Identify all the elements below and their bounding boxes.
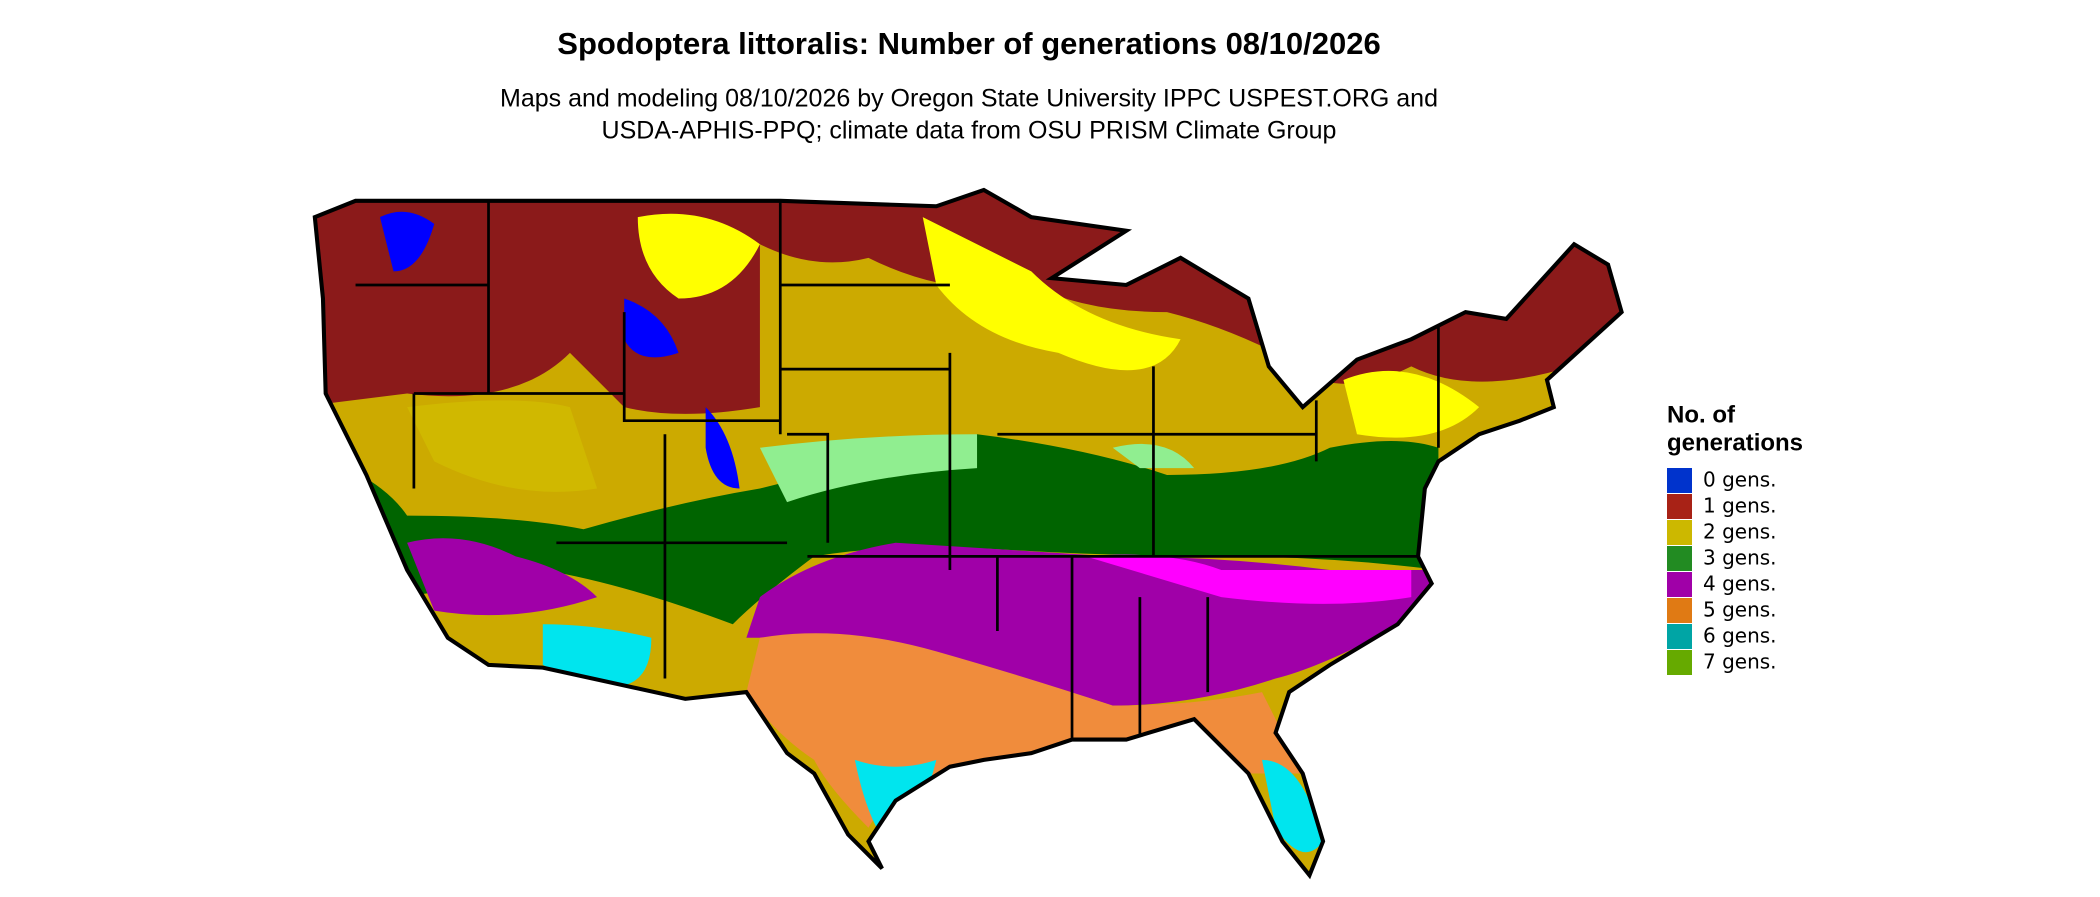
legend-label: 3 gens. <box>1703 546 1777 570</box>
legend-swatch <box>1667 624 1692 649</box>
map <box>299 176 1642 892</box>
legend-swatch <box>1667 546 1692 571</box>
legend-swatch <box>1667 468 1692 493</box>
subtitle: Maps and modeling 08/10/2026 by Oregon S… <box>500 85 1438 113</box>
legend-title: No. of <box>1667 401 1736 428</box>
legend-swatch <box>1667 494 1692 519</box>
legend-swatch <box>1667 572 1692 597</box>
legend-label: 5 gens. <box>1703 598 1777 622</box>
subtitle: USDA-APHIS-PPQ; climate data from OSU PR… <box>602 117 1337 145</box>
legend-label: 4 gens. <box>1703 572 1777 596</box>
legend-label: 7 gens. <box>1703 650 1777 674</box>
legend: 0 gens.1 gens.2 gens.3 gens.4 gens.5 gen… <box>1667 468 1777 675</box>
legend-swatch <box>1667 520 1692 545</box>
legend-label: 0 gens. <box>1703 468 1777 492</box>
legend-label: 6 gens. <box>1703 624 1777 648</box>
legend-label: 2 gens. <box>1703 520 1777 544</box>
legend-swatch <box>1667 650 1692 675</box>
legend-title: generations <box>1667 429 1803 456</box>
legend-label: 1 gens. <box>1703 494 1777 518</box>
legend-swatch <box>1667 598 1692 623</box>
title: Spodoptera littoralis: Number of generat… <box>557 26 1380 61</box>
